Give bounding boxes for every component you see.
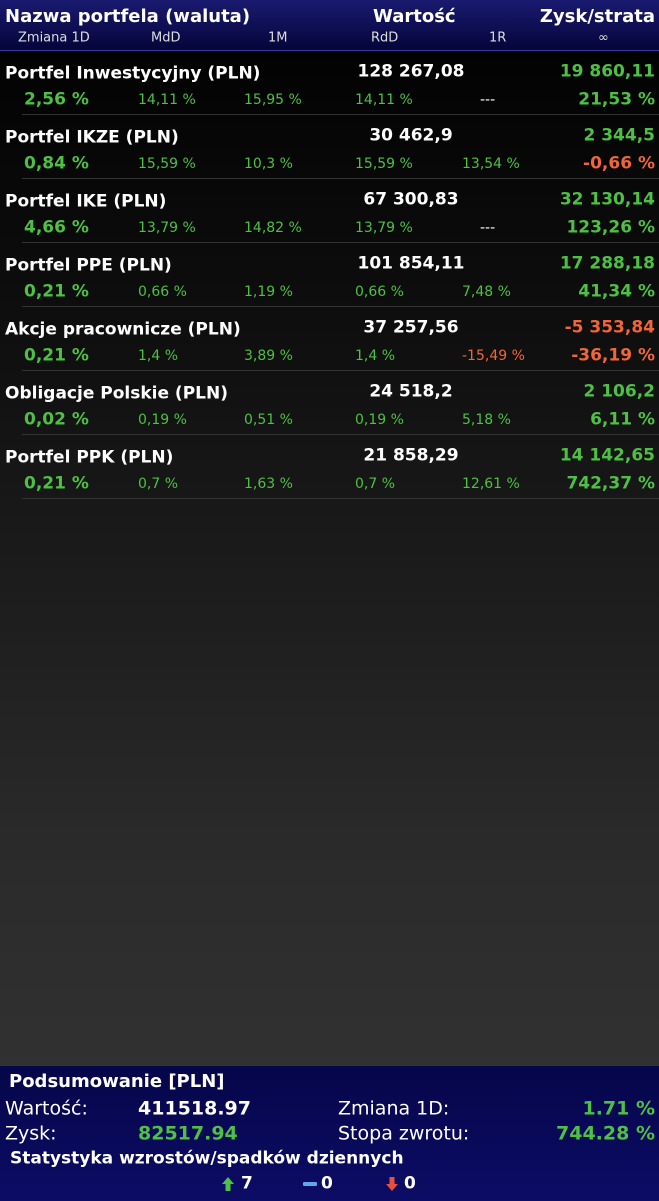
label: Wartość: (5, 1097, 88, 1120)
stat: --- (480, 92, 496, 108)
return: 21,53 % (578, 89, 655, 110)
stat: 0,51 % (244, 412, 293, 428)
stat: 0,7 % (138, 476, 179, 492)
portfolio-value: 30 462,9 (369, 125, 453, 146)
stat: 10,3 % (244, 156, 293, 172)
stat: 0,19 % (138, 412, 187, 428)
return: -0,66 % (583, 153, 655, 174)
stat: 15,59 % (355, 156, 413, 172)
header: Nazwa portfela (waluta) Wartość Zysk/str… (0, 0, 659, 51)
column-label: RdD (371, 30, 399, 46)
stat: 15,59 % (138, 156, 196, 172)
separator (22, 306, 659, 307)
portfolio-profit: 2 106,2 (583, 381, 655, 402)
portfolio-value: 128 267,08 (357, 61, 465, 82)
stat: 0,66 % (138, 284, 187, 300)
portfolio-name: Akcje pracownicze (PLN) (5, 319, 241, 340)
portfolio-profit: 2 344,5 (583, 125, 655, 146)
summary-change: 1.71 % (582, 1097, 655, 1120)
stat: 1,19 % (244, 284, 293, 300)
portfolio-name: Portfel PPK (PLN) (5, 447, 174, 468)
stat: 0,7 % (355, 476, 396, 492)
portfolio-profit: 19 860,11 (559, 61, 655, 82)
separator (22, 370, 659, 371)
stat: --- (480, 220, 496, 236)
stat: 15,95 % (244, 92, 302, 108)
header-profit: Zysk/strata (539, 6, 655, 27)
portfolio-value: 67 300,83 (363, 189, 459, 210)
change-1d: 4,66 % (24, 217, 89, 238)
portfolio-value: 101 854,11 (357, 253, 465, 274)
column-label: 1M (268, 30, 288, 46)
stat: 3,89 % (244, 348, 293, 364)
separator (22, 434, 659, 435)
portfolio-profit: 14 142,65 (559, 445, 655, 466)
stat: 5,18 % (462, 412, 511, 428)
stat: 0,19 % (355, 412, 404, 428)
portfolio-name: Portfel PPE (PLN) (5, 255, 172, 276)
column-label: 1R (489, 30, 507, 46)
portfolio-value: 37 257,56 (363, 317, 459, 338)
summary-value: 411518.97 (138, 1097, 251, 1120)
return: -36,19 % (571, 345, 655, 366)
portfolio-name: Obligacje Polskie (PLN) (5, 383, 228, 404)
stat: -15,49 % (462, 348, 525, 364)
portfolio-value: 24 518,2 (369, 381, 453, 402)
return: 6,11 % (590, 409, 655, 430)
stat: 13,79 % (355, 220, 413, 236)
label: Stopa zwrotu: (338, 1122, 470, 1145)
summary-return: 744.28 % (556, 1122, 655, 1145)
separator (22, 498, 659, 499)
flat-dash (303, 1182, 317, 1186)
stat: 1,63 % (244, 476, 293, 492)
label: Zmiana 1D: (338, 1097, 450, 1120)
stat: 0,66 % (355, 284, 404, 300)
portfolio-name: Portfel IKE (PLN) (5, 191, 167, 212)
return: 742,37 % (566, 473, 655, 494)
separator (22, 114, 659, 115)
stat: 14,11 % (355, 92, 413, 108)
stat: 13,79 % (138, 220, 196, 236)
summary: Podsumowanie [PLN] Wartość: 411518.97 Zm… (0, 1065, 659, 1201)
stat: 1,4 % (355, 348, 396, 364)
stat: 1,4 % (138, 348, 179, 364)
change-1d: 0,21 % (24, 473, 89, 494)
stat: 14,11 % (138, 92, 196, 108)
up-count: 7 (241, 1173, 253, 1194)
header-title: Nazwa portfela (waluta) (5, 6, 251, 27)
up-arrow (222, 1177, 234, 1191)
separator (22, 178, 659, 179)
change-1d: 0,21 % (24, 281, 89, 302)
stat: 14,82 % (244, 220, 302, 236)
portfolio-profit: 17 288,18 (559, 253, 655, 274)
change-1d: 2,56 % (24, 89, 89, 110)
down-count: 0 (404, 1173, 416, 1194)
column-label: Zmiana 1D (18, 30, 90, 46)
portfolio-name: Portfel IKZE (PLN) (5, 127, 179, 148)
stat: 13,54 % (462, 156, 520, 172)
label: Zysk: (5, 1122, 57, 1145)
stat: 7,48 % (462, 284, 511, 300)
return: 41,34 % (578, 281, 655, 302)
column-label: ∞ (598, 30, 609, 46)
summary-profit: 82517.94 (138, 1122, 238, 1145)
stats-title: Statystyka wzrostów/spadków dziennych (10, 1148, 404, 1169)
portfolio-profit: 32 130,14 (559, 189, 655, 210)
change-1d: 0,02 % (24, 409, 89, 430)
summary-title: Podsumowanie [PLN] (9, 1071, 225, 1092)
flat-count: 0 (321, 1173, 333, 1194)
stat: 12,61 % (462, 476, 520, 492)
portfolio-value: 21 858,29 (363, 445, 459, 466)
separator (22, 242, 659, 243)
portfolio-profit: -5 353,84 (564, 317, 655, 338)
change-1d: 0,84 % (24, 153, 89, 174)
header-value: Wartość (373, 6, 456, 27)
return: 123,26 % (566, 217, 655, 238)
down-arrow (386, 1177, 398, 1191)
portfolio-name: Portfel Inwestycyjny (PLN) (5, 63, 261, 84)
change-1d: 0,21 % (24, 345, 89, 366)
column-label: MdD (151, 30, 181, 46)
